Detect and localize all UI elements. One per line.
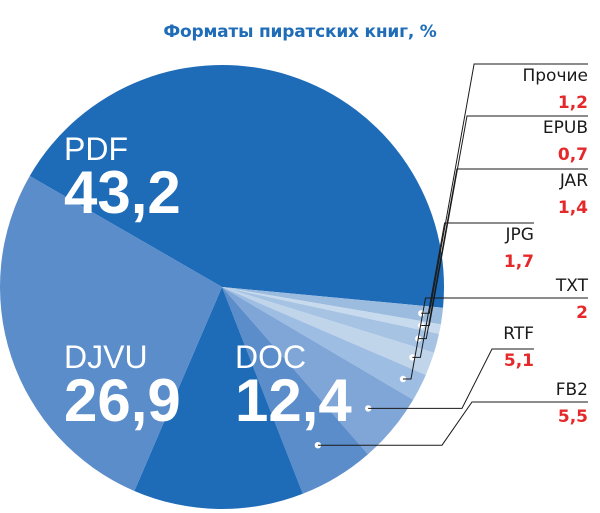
slice-name-djvu: DJVU xyxy=(64,339,148,375)
callout-value-fb2: 5,5 xyxy=(558,407,588,427)
slice-name-pdf: PDF xyxy=(64,131,128,167)
pie-slice-pdf xyxy=(29,64,445,308)
callout-value-txt: 2 xyxy=(576,303,588,323)
pie-slice-jpg xyxy=(222,287,435,375)
pie-slice-doc xyxy=(134,287,303,509)
pie-slice-djvu xyxy=(0,176,222,491)
callout-value-прочие: 1,2 xyxy=(558,93,588,113)
leader-dot-jpg xyxy=(409,354,416,361)
leader-dot-fb2 xyxy=(314,442,322,449)
pie-slice-rtf xyxy=(222,287,414,455)
callout-name-jpg: JPG xyxy=(505,225,534,245)
leader-line-epub xyxy=(421,115,588,326)
leader-line-rtf xyxy=(368,348,534,409)
pie-slice-epub xyxy=(222,287,441,334)
leader-line-jar xyxy=(418,168,588,340)
leader-line-прочие xyxy=(421,63,588,314)
callout-value-epub: 0,7 xyxy=(558,145,588,165)
callout-name-jar: JAR xyxy=(559,171,588,191)
callout-name-txt: TXT xyxy=(555,276,589,296)
callout-name-прочие: Прочие xyxy=(522,66,588,86)
callout-value-jpg: 1,7 xyxy=(504,252,534,272)
leader-line-fb2 xyxy=(317,401,588,446)
callout-name-epub: EPUB xyxy=(543,118,588,138)
slice-value-djvu: 26,9 xyxy=(64,367,181,434)
callout-name-rtf: RTF xyxy=(503,324,534,344)
callout-name-fb2: FB2 xyxy=(556,380,588,400)
pie-slice-txt xyxy=(222,287,426,400)
pie-slice-fb2 xyxy=(222,287,368,494)
leader-line-jpg xyxy=(412,222,534,358)
callout-value-jar: 1,4 xyxy=(558,198,588,218)
slice-name-doc: DOC xyxy=(235,339,306,375)
pie-slice-jar xyxy=(222,287,439,353)
chart-title: Форматы пиратских книг, % xyxy=(163,22,437,42)
slice-value-doc: 12,4 xyxy=(235,367,352,434)
pie-slice-прочие xyxy=(222,287,444,325)
callout-value-rtf: 5,1 xyxy=(504,351,534,371)
leader-line-txt xyxy=(403,297,588,380)
slice-value-pdf: 43,2 xyxy=(64,159,181,226)
